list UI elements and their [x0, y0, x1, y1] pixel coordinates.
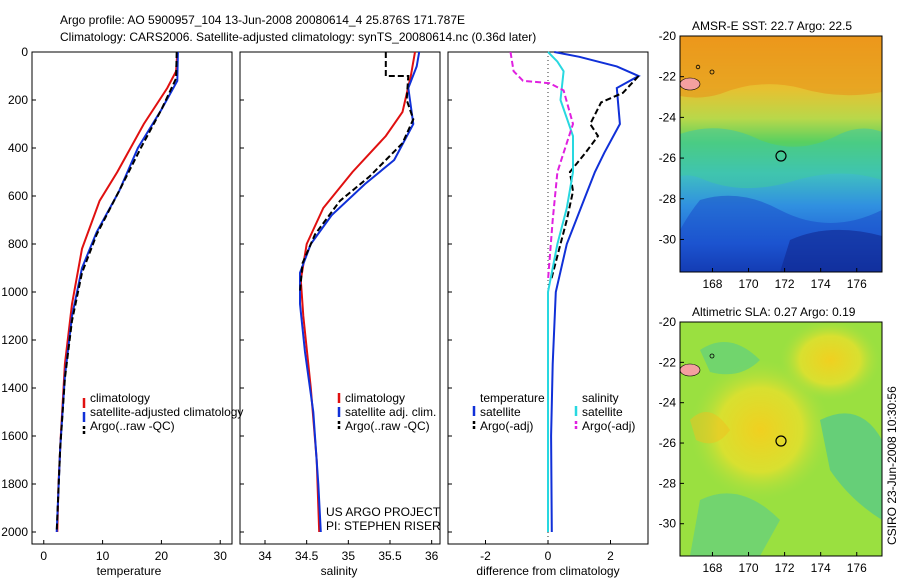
map-y-tick-label: -22	[659, 70, 677, 84]
legend-sal-argo: Argo(..raw -QC)	[345, 419, 430, 433]
legend-diff-temp-argo: Argo(-adj)	[480, 419, 533, 433]
depth-tick-label: 1400	[1, 381, 28, 395]
legend-sal-climatology: climatology	[345, 391, 405, 405]
float-position-marker	[775, 435, 787, 447]
x-tick-label: 34	[258, 549, 272, 563]
depth-tick-labels: 0 200 400 600 800 1000 1200 1400 1600 1800 2000	[1, 45, 28, 539]
series-line	[299, 51, 421, 533]
series-line	[547, 51, 574, 532]
series-line	[56, 51, 179, 533]
map-x-tick-label: 176	[847, 277, 867, 291]
map-x-tick-label: 174	[811, 561, 831, 575]
x-tick-label: 34.5	[295, 549, 319, 563]
sst-map-title: AMSR-E SST: 22.7 Argo: 22.5	[692, 19, 852, 33]
depth-tick-label: 0	[21, 45, 28, 59]
x-tick-label: 0	[545, 549, 552, 563]
x-tick-label: 35.5	[378, 549, 402, 563]
map-y-tick-label: -30	[659, 517, 677, 531]
x-tick-label: 0	[40, 549, 47, 563]
map-y-tick-label: -28	[659, 476, 677, 490]
x-tick-label: 2	[607, 549, 614, 563]
legend-sal-satellite: satellite adj. clim.	[345, 405, 436, 419]
title-line-1: Argo profile: AO 5900957_104 13-Jun-2008…	[60, 13, 465, 27]
map-x-tick-label: 168	[702, 277, 722, 291]
map-y-tick-label: -20	[659, 29, 677, 43]
map-y-tick-label: -26	[659, 436, 677, 450]
x-tick-label: -2	[480, 549, 491, 563]
series-line	[550, 51, 641, 533]
x-tick-label: 20	[155, 549, 169, 563]
sst-map	[679, 35, 883, 273]
float-position-marker	[775, 150, 787, 162]
legend-satellite-adjusted: satellite-adjusted climatology	[90, 405, 243, 419]
legend-argo: Argo(..raw -QC)	[90, 419, 175, 433]
salinity-xlabel: salinity	[321, 564, 358, 578]
depth-tick-label: 1200	[1, 333, 28, 347]
map-x-tick-label: 176	[847, 561, 867, 575]
x-tick-label: 10	[96, 549, 110, 563]
map-x-tick-label: 170	[739, 561, 759, 575]
map-y-tick-label: -24	[659, 110, 677, 124]
salinity-legend: climatology satellite adj. clim. Argo(..…	[337, 391, 436, 433]
map-x-tick-label: 172	[775, 561, 795, 575]
difference-legend: temperature satellite Argo(-adj) salinit…	[472, 391, 635, 433]
depth-tick-label: 2000	[1, 525, 28, 539]
map-x-tick-label: 168	[702, 561, 722, 575]
difference-xlabel: difference from climatology	[476, 564, 619, 578]
depth-tick-label: 400	[8, 141, 28, 155]
series-line	[55, 51, 178, 533]
depth-tick-label: 1600	[1, 429, 28, 443]
map-y-tick-label: -26	[659, 151, 677, 165]
legend-diff-salinity: salinity	[582, 391, 619, 405]
depth-tick-label: 200	[8, 93, 28, 107]
panel-lines	[55, 51, 641, 544]
temperature-legend: climatology satellite-adjusted climatolo…	[82, 391, 243, 436]
map-y-tick-label: -20	[659, 315, 677, 329]
legend-diff-sal-argo: Argo(-adj)	[582, 419, 635, 433]
project-label: US ARGO PROJECT	[326, 505, 441, 519]
x-tick-label: 35	[342, 549, 356, 563]
depth-tick-label: 1800	[1, 477, 28, 491]
pi-label: PI: STEPHEN RISER	[326, 519, 441, 533]
map-x-tick-label: 174	[811, 277, 831, 291]
legend-climatology: climatology	[90, 391, 150, 405]
map-x-tick-label: 170	[739, 277, 759, 291]
x-tick-label: 30	[214, 549, 228, 563]
panel-ticks: 0 10 20 30 34 34.5 35 35.5 36 -2 0 2	[32, 51, 614, 563]
legend-diff-sal-satellite: satellite	[582, 405, 623, 419]
x-tick-label: 36	[425, 549, 439, 563]
timestamp: CSIRO 23-Jun-2008 10:30:56	[885, 386, 899, 545]
sla-map	[679, 320, 883, 557]
map-y-tick-label: -30	[659, 232, 677, 246]
map-y-tick-label: -28	[659, 192, 677, 206]
depth-tick-label: 600	[8, 189, 28, 203]
title-line-2: Climatology: CARS2006. Satellite-adjuste…	[60, 30, 536, 44]
series-line	[550, 75, 640, 281]
salinity-axes	[239, 51, 441, 545]
depth-tick-label: 1000	[1, 285, 28, 299]
map-y-tick-label: -22	[659, 355, 677, 369]
series-line	[509, 51, 575, 281]
temperature-xlabel: temperature	[97, 564, 162, 578]
map-x-tick-label: 172	[775, 277, 795, 291]
series-line	[299, 51, 416, 533]
series-line	[299, 52, 415, 293]
temperature-axes	[31, 51, 233, 545]
legend-diff-temp-satellite: satellite	[480, 405, 521, 419]
map-ticks: 168 170 172 174 176 -20 -22 -24 -26 -28 -30 168 170 1…	[659, 29, 867, 575]
depth-tick-label: 800	[8, 237, 28, 251]
map-y-tick-label: -24	[659, 396, 677, 410]
sla-map-title: Altimetric SLA: 0.27 Argo: 0.19	[692, 305, 856, 319]
legend-diff-temperature: temperature	[480, 391, 545, 405]
